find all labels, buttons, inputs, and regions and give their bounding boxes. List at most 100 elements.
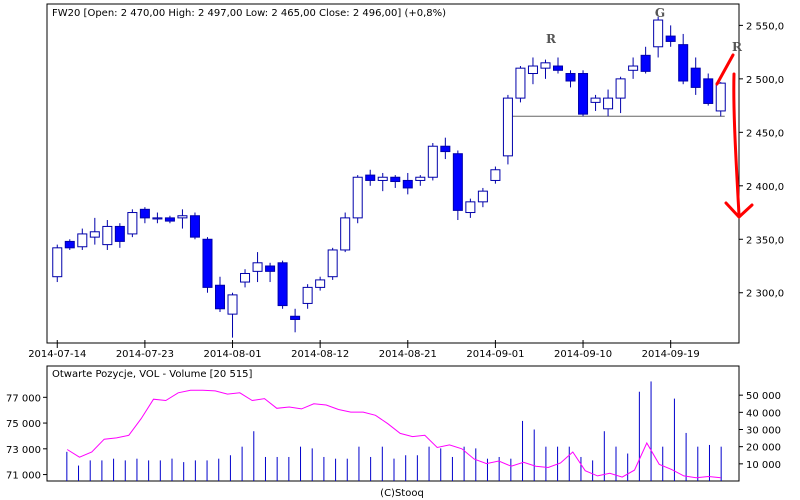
candle-body-up bbox=[590, 97, 601, 103]
candle-body-up bbox=[102, 225, 113, 246]
candle bbox=[315, 276, 326, 291]
pattern-label-r-right: R bbox=[732, 40, 743, 54]
candle bbox=[578, 70, 589, 117]
candle-body-up bbox=[653, 19, 664, 48]
candle bbox=[615, 76, 626, 114]
price-x-tick-label: 2014-09-01 bbox=[466, 349, 524, 360]
candle-body-up bbox=[515, 67, 526, 99]
candle-body-down bbox=[202, 238, 213, 288]
candle-body-up bbox=[527, 65, 538, 75]
candle bbox=[452, 150, 463, 221]
candle bbox=[515, 66, 526, 103]
open-interest-line bbox=[66, 389, 721, 479]
price-x-tick-label: 2014-07-23 bbox=[116, 349, 174, 360]
candle-body-up bbox=[490, 169, 501, 181]
candle bbox=[277, 260, 288, 309]
candle-body-down bbox=[690, 67, 701, 88]
candle bbox=[227, 292, 238, 338]
candle bbox=[177, 209, 188, 229]
candle bbox=[152, 212, 163, 224]
price-x-tick-label: 2014-07-14 bbox=[28, 349, 86, 360]
candle bbox=[540, 59, 551, 79]
candle-body-down bbox=[703, 78, 714, 104]
candle bbox=[640, 46, 651, 74]
candle-body-down bbox=[290, 315, 301, 320]
price-y-tick-label: 2 400,0 bbox=[746, 182, 784, 193]
candle bbox=[690, 57, 701, 95]
candle bbox=[703, 73, 714, 106]
candle-body-up bbox=[52, 247, 63, 278]
candle bbox=[290, 308, 301, 333]
candle-body-up bbox=[77, 233, 88, 248]
candle-body-up bbox=[603, 97, 614, 110]
candle bbox=[653, 16, 664, 58]
candle-body-down bbox=[678, 44, 689, 82]
candle-body-down bbox=[452, 153, 463, 211]
oi-y-tick-label: 77 000 bbox=[6, 393, 41, 404]
candle bbox=[603, 89, 614, 117]
candle bbox=[590, 94, 601, 111]
candle-body-down bbox=[214, 284, 226, 310]
candle bbox=[502, 94, 513, 165]
candle bbox=[102, 220, 113, 250]
candle bbox=[202, 237, 213, 293]
candle-body-down bbox=[365, 174, 376, 181]
candle bbox=[64, 239, 75, 250]
candle bbox=[715, 82, 726, 117]
candle bbox=[340, 212, 351, 253]
candle bbox=[665, 25, 676, 47]
candle-body-down bbox=[578, 73, 589, 115]
candle-body-up bbox=[227, 294, 238, 315]
candle bbox=[214, 276, 226, 312]
oi-y-tick-label: 73 000 bbox=[6, 445, 41, 456]
price-x-tick-label: 2014-08-01 bbox=[203, 349, 261, 360]
candle bbox=[527, 57, 538, 85]
candle-body-down bbox=[552, 65, 564, 71]
candle-body-down bbox=[265, 265, 276, 272]
candle-body-down bbox=[189, 215, 200, 238]
volume-y-tick-label: 10 000 bbox=[746, 460, 781, 471]
candle-body-up bbox=[302, 286, 313, 304]
candle bbox=[52, 244, 63, 283]
candle bbox=[440, 137, 451, 160]
candle bbox=[477, 187, 488, 208]
oi-y-tick-label: 75 000 bbox=[6, 419, 41, 430]
candle bbox=[265, 262, 276, 283]
candle bbox=[352, 175, 363, 224]
candle bbox=[552, 57, 564, 74]
price-y-tick-label: 2 500,0 bbox=[746, 75, 784, 86]
pattern-label-r-left: R bbox=[546, 32, 557, 46]
candle bbox=[465, 198, 476, 218]
candle bbox=[415, 175, 426, 186]
candle-body-up bbox=[540, 62, 551, 69]
candle-body-up bbox=[377, 176, 388, 181]
volume-y-tick-label: 30 000 bbox=[746, 426, 781, 437]
volume-panel-frame bbox=[46, 365, 740, 482]
candle bbox=[390, 175, 401, 188]
candle-body-up bbox=[502, 97, 513, 157]
candle-body-down bbox=[390, 176, 401, 183]
volume-chart-title: Otwarte Pozycje, VOL - Volume [20 515] bbox=[52, 369, 253, 380]
candle-body-up bbox=[415, 176, 426, 181]
candle-body-up bbox=[127, 212, 138, 235]
candle-body-down bbox=[64, 240, 75, 249]
red-down-arrow bbox=[732, 72, 741, 217]
candle-body-up bbox=[340, 217, 351, 251]
candle bbox=[402, 172, 413, 195]
price-y-tick-label: 2 450,0 bbox=[746, 128, 784, 139]
candle-body-up bbox=[89, 231, 100, 238]
candle-body-up bbox=[427, 145, 438, 178]
stooq-footer: (C)Stooq bbox=[380, 488, 424, 499]
candle bbox=[377, 172, 388, 192]
candle bbox=[189, 212, 200, 240]
price-chart-title: FW20 [Open: 2 470,00 High: 2 497,00 Low:… bbox=[52, 8, 446, 19]
candle bbox=[240, 269, 251, 288]
volume-y-tick-label: 40 000 bbox=[746, 408, 781, 419]
candle-body-up bbox=[327, 249, 338, 278]
candle bbox=[77, 228, 88, 250]
candle-body-up bbox=[465, 201, 476, 214]
candle-body-down bbox=[139, 208, 150, 219]
candle bbox=[127, 209, 138, 238]
volume-y-tick-label: 50 000 bbox=[746, 391, 781, 402]
